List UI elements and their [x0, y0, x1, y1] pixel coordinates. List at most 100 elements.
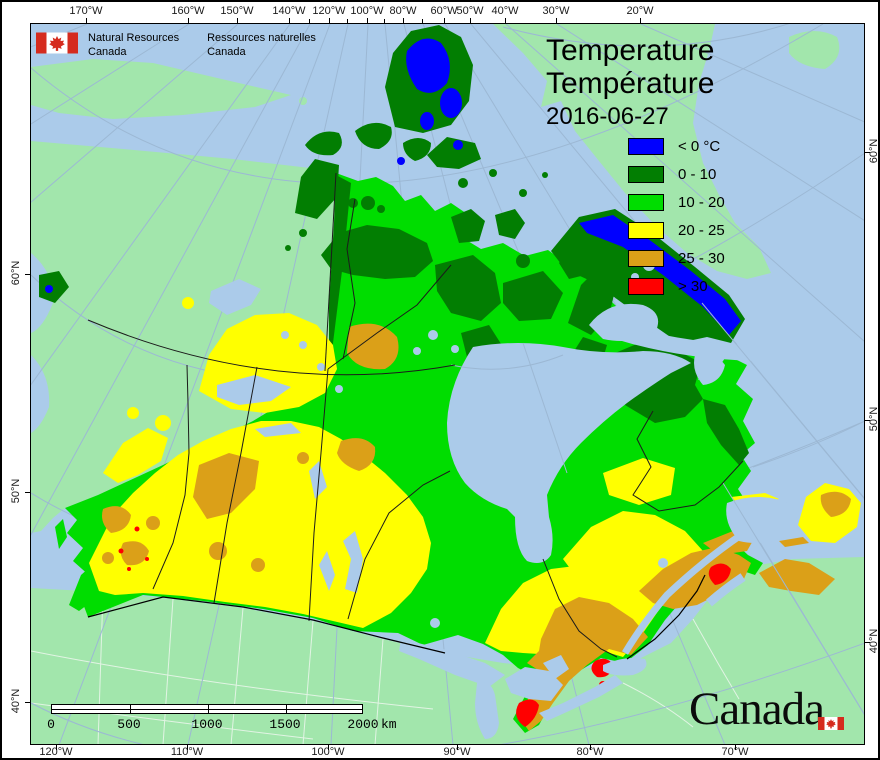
title-date: 2016-06-27 [546, 103, 669, 130]
legend-row: 25 - 30 [628, 250, 725, 267]
axis-label-bottom: 120°W [39, 746, 73, 758]
axis-label-top: 60°W [430, 5, 458, 17]
axis-tick [347, 19, 348, 23]
axis-label-right: 40°N [868, 628, 880, 654]
axis-tick [309, 19, 310, 23]
scale-bar: 0 500 1000 1500 2000 km [47, 704, 471, 744]
axis-tick [865, 420, 870, 421]
axis-tick [188, 18, 189, 23]
axis-tick [367, 18, 368, 23]
axis-tick [735, 745, 736, 750]
axis-label-top: 50°W [456, 5, 484, 17]
wordmark-text: Canada [689, 683, 825, 735]
axis-tick [289, 18, 290, 23]
international-border [87, 574, 706, 660]
axis-label-bottom: 70°W [721, 746, 749, 758]
axis-label-right: 60°N [868, 138, 880, 164]
map-canvas: Natural Resources Canada Ressources natu… [30, 23, 865, 745]
us-state-borders [31, 591, 740, 744]
axis-tick [403, 18, 404, 23]
water-bodies-layer [209, 259, 797, 739]
axis-label-bottom: 90°W [443, 746, 471, 758]
agency-name-en: Natural Resources Canada [88, 32, 180, 58]
axis-label-top: 30°W [542, 5, 570, 17]
axis-label-top: 120°W [312, 5, 346, 17]
axis-tick [865, 642, 870, 643]
legend-label: 20 - 25 [678, 222, 725, 239]
axis-label-top: 170°W [69, 5, 103, 17]
axis-tick [590, 745, 591, 750]
axis-tick [505, 18, 506, 23]
canada-wordmark: Canada [689, 682, 844, 736]
axis-tick [25, 274, 30, 275]
legend-label: > 30 [678, 278, 708, 295]
legend-row: 0 - 10 [628, 166, 725, 183]
axis-label-top: 100°W [350, 5, 384, 17]
axis-tick [187, 745, 188, 750]
axis-tick [86, 18, 87, 23]
axis-label-bottom: 100°W [311, 746, 345, 758]
legend-swatch [628, 222, 664, 239]
legend-swatch [628, 250, 664, 267]
axis-tick [556, 18, 557, 23]
axis-tick [328, 745, 329, 750]
axis-tick [457, 745, 458, 750]
axis-tick [640, 18, 641, 23]
legend-row: 10 - 20 [628, 194, 725, 211]
axis-label-right: 50°N [868, 406, 880, 432]
scale-tick-label: 1000 [191, 717, 223, 732]
axis-tick [56, 745, 57, 750]
axis-tick [422, 19, 423, 23]
axis-tick [329, 18, 330, 23]
legend: < 0 °C 0 - 10 10 - 20 20 - 25 25 - 30 > … [628, 138, 725, 306]
title-en: Temperature [546, 34, 715, 67]
axis-tick [865, 152, 870, 153]
legend-row: > 30 [628, 278, 725, 295]
temperature-map-image [31, 24, 864, 744]
regions-lt-0 [45, 38, 741, 335]
axis-label-top: 140°W [272, 5, 306, 17]
map-title: Temperature Température 2016-06-27 [546, 34, 714, 132]
scale-unit-label: km [381, 717, 397, 732]
axis-label-left: 50°N [10, 478, 22, 504]
axis-label-top: 160°W [171, 5, 205, 17]
title-fr: Température [546, 67, 715, 100]
legend-label: 10 - 20 [678, 194, 725, 211]
legend-row: 20 - 25 [628, 222, 725, 239]
scale-tick-label: 1500 [269, 717, 301, 732]
axis-tick [237, 18, 238, 23]
legend-label: 0 - 10 [678, 166, 717, 183]
axis-tick [25, 702, 30, 703]
agency-signature: Natural Resources Canada Ressources natu… [36, 31, 316, 59]
scale-bar-graphic [51, 704, 363, 714]
legend-label: < 0 °C [678, 138, 721, 155]
axis-label-top: 150°W [220, 5, 254, 17]
rivers-straits [620, 325, 756, 655]
legend-swatch [628, 194, 664, 211]
axis-label-top: 20°W [626, 5, 654, 17]
axis-label-bottom: 110°W [170, 746, 204, 758]
axis-tick [470, 18, 471, 23]
legend-swatch [628, 278, 664, 295]
axis-label-top: 40°W [491, 5, 519, 17]
scale-tick-label: 0 [47, 717, 55, 732]
legend-label: 25 - 30 [678, 250, 725, 267]
legend-swatch [628, 138, 664, 155]
graticule-over-water [450, 302, 864, 715]
axis-label-left: 40°N [10, 688, 22, 714]
axis-label-bottom: 80°W [576, 746, 604, 758]
axis-label-top: 80°W [389, 5, 417, 17]
agency-name-fr: Ressources naturelles Canada [207, 32, 316, 58]
legend-row: < 0 °C [628, 138, 725, 155]
scale-tick-label: 2000 [347, 717, 379, 732]
canada-flag-icon [36, 32, 78, 54]
legend-swatch [628, 166, 664, 183]
province-borders [87, 172, 744, 658]
axis-tick [444, 18, 445, 23]
scale-tick-label: 500 [117, 717, 141, 732]
axis-tick [384, 19, 385, 23]
axis-label-left: 60°N [10, 260, 22, 286]
wordmark-flag-icon [818, 688, 844, 742]
axis-tick [25, 492, 30, 493]
